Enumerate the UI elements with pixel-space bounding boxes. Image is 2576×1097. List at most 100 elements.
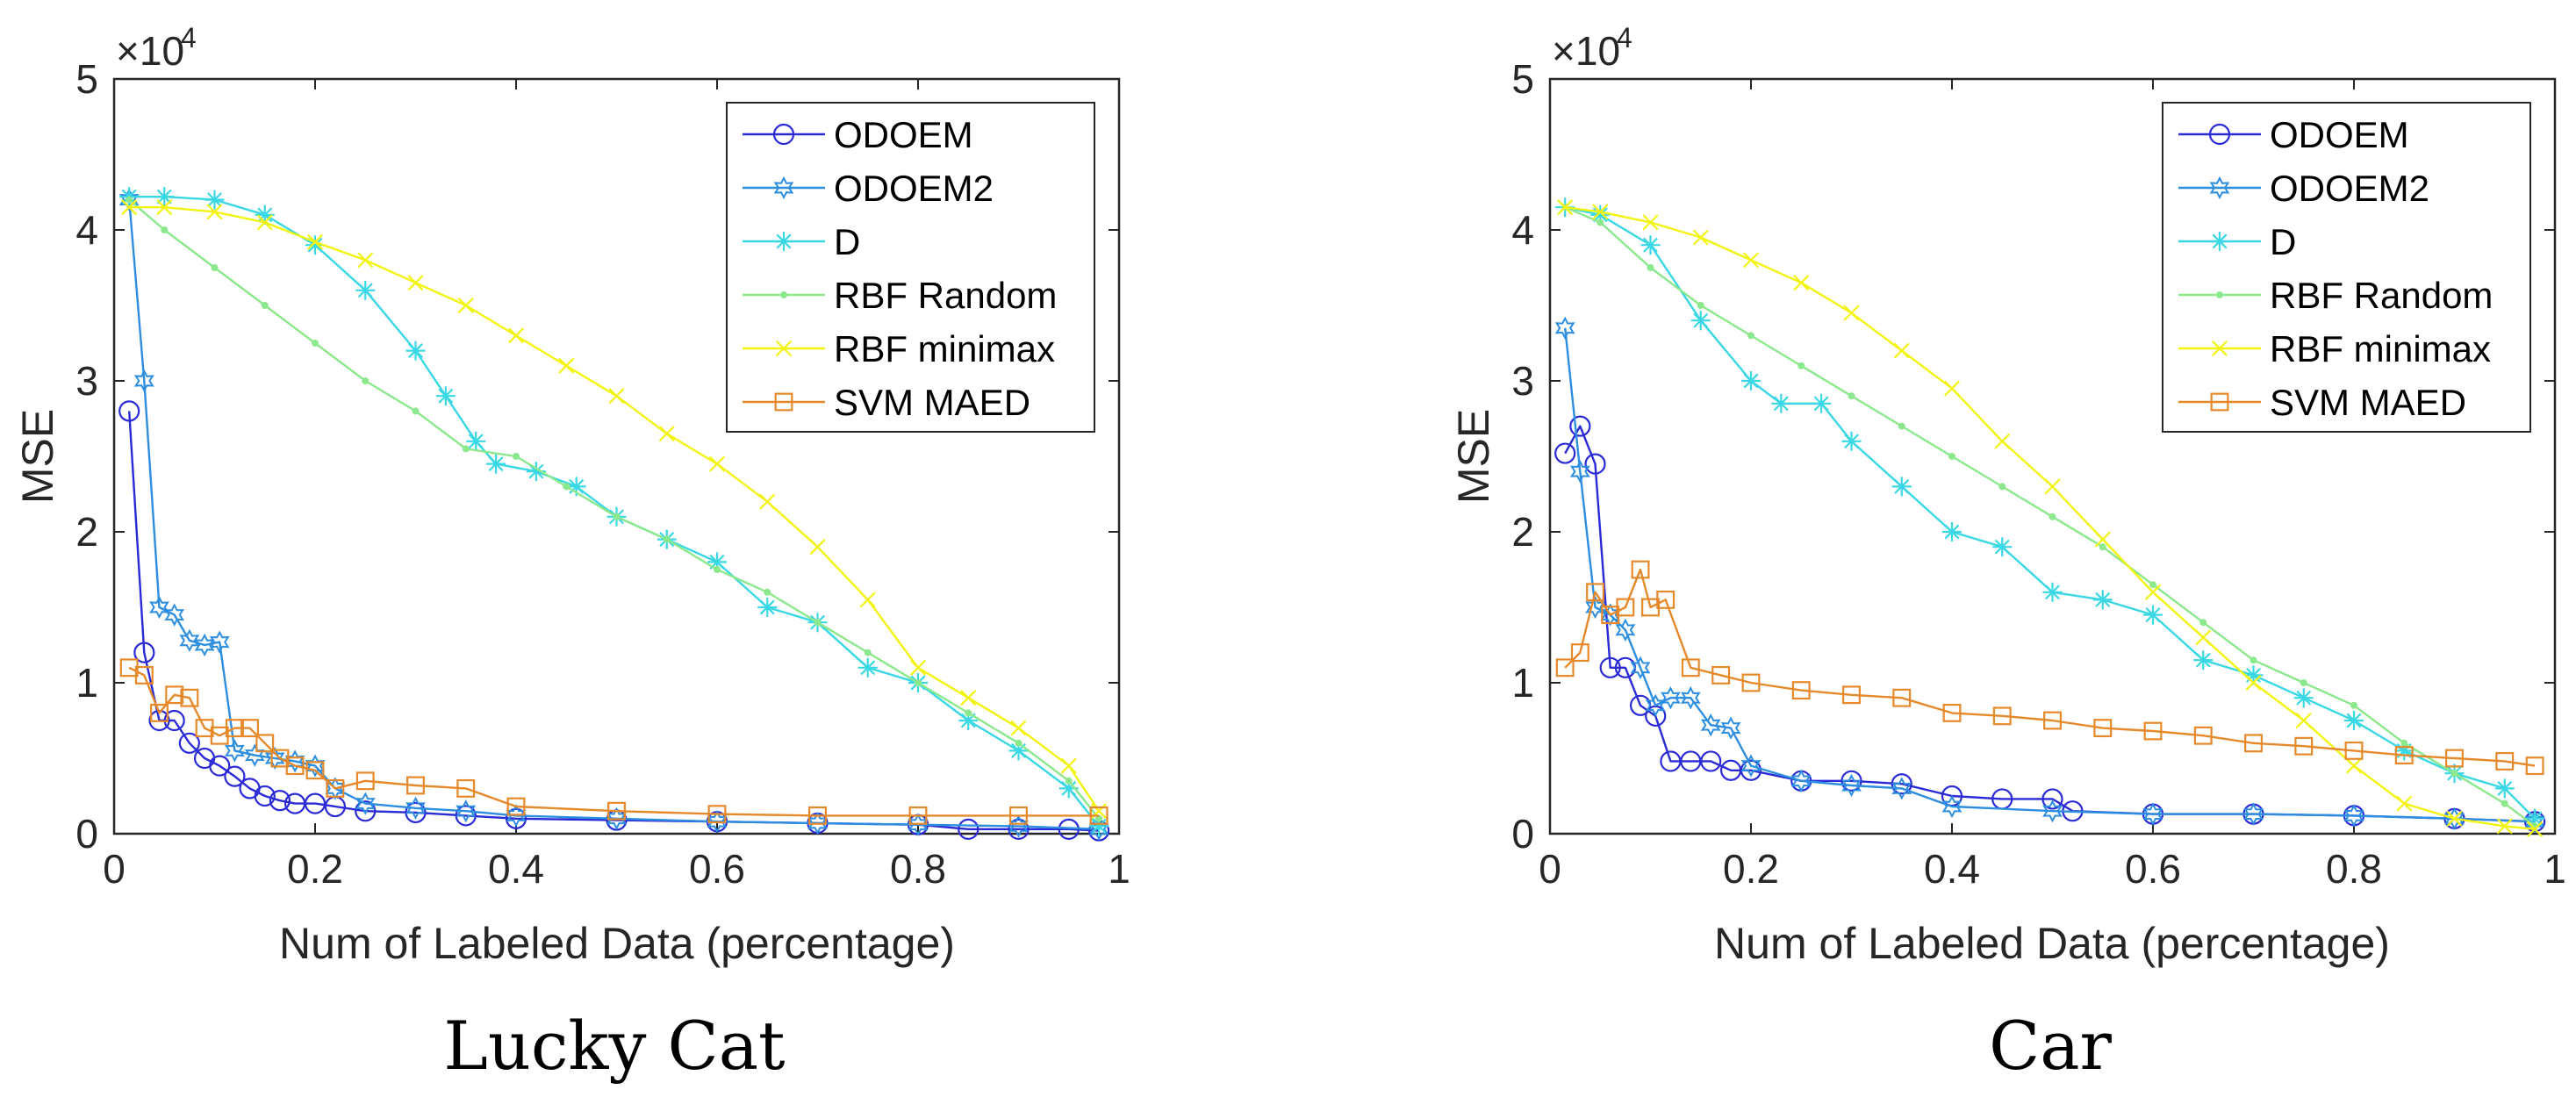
data-point xyxy=(566,477,586,497)
x-tick-label: 0.8 xyxy=(2326,846,2382,892)
data-point xyxy=(1898,422,1905,430)
data-point xyxy=(2396,795,2413,812)
data-point xyxy=(486,454,506,474)
data-point xyxy=(2300,679,2307,686)
data-point xyxy=(133,369,154,393)
data-point xyxy=(304,792,326,814)
data-point xyxy=(814,619,822,627)
data-point xyxy=(1843,305,1860,321)
data-point xyxy=(2245,674,2262,692)
legend-label: ODOEM xyxy=(2270,114,2409,155)
data-point xyxy=(466,431,486,451)
data-point xyxy=(2495,751,2515,771)
data-point xyxy=(1711,665,1731,685)
data-point xyxy=(1680,686,1701,710)
x-tick-label: 0.2 xyxy=(287,846,343,892)
x-tick-label: 1 xyxy=(1108,846,1130,892)
data-point xyxy=(1058,778,1079,799)
series-d xyxy=(119,187,1109,836)
data-point xyxy=(1647,264,1654,271)
legend-marker xyxy=(2210,392,2229,412)
data-point xyxy=(457,297,474,314)
data-point xyxy=(405,801,427,824)
data-point xyxy=(462,445,470,453)
y-tick-label: 1 xyxy=(1511,660,1534,706)
data-point xyxy=(1557,199,1574,216)
legend-item: SVM MAED xyxy=(743,382,1030,423)
data-point xyxy=(133,642,155,663)
data-point xyxy=(355,800,377,822)
data-point xyxy=(1015,739,1023,747)
series-line xyxy=(1564,568,2536,767)
data-point xyxy=(1742,252,1760,269)
legend-item: D xyxy=(2178,221,2296,262)
data-point xyxy=(178,732,200,754)
data-point xyxy=(1599,656,1621,678)
data-point xyxy=(1681,658,1700,678)
data-point xyxy=(224,765,246,787)
data-point xyxy=(2400,739,2408,747)
data-point xyxy=(764,588,771,596)
data-point xyxy=(1586,583,1604,602)
data-point xyxy=(156,199,173,216)
data-point xyxy=(206,204,223,220)
data-point xyxy=(1009,806,1028,825)
data-point xyxy=(1692,229,1709,246)
data-point xyxy=(2099,543,2106,551)
data-point xyxy=(2049,513,2056,520)
data-point xyxy=(965,709,972,717)
data-point xyxy=(1569,415,1591,437)
data-point xyxy=(1661,686,1681,710)
data-point xyxy=(1740,754,1762,778)
data-point xyxy=(240,719,260,738)
legend-item: SVM MAED xyxy=(2178,382,2466,423)
data-point xyxy=(456,778,476,798)
data-point xyxy=(809,539,826,556)
data-point xyxy=(909,659,927,676)
data-point xyxy=(1690,311,1711,331)
data-point xyxy=(1741,371,1761,391)
data-point xyxy=(2450,770,2458,778)
data-point xyxy=(1631,560,1650,579)
data-point xyxy=(1554,442,1576,464)
data-point xyxy=(1893,342,1910,359)
legend-item: ODOEM2 xyxy=(2178,168,2429,209)
data-point xyxy=(2244,734,2263,753)
data-point xyxy=(2149,581,2156,589)
data-point xyxy=(1592,204,1609,220)
data-point xyxy=(2293,688,2314,708)
data-point xyxy=(362,377,370,384)
series-rbf-minimax xyxy=(1557,199,2544,837)
data-point xyxy=(958,711,979,730)
legend-marker xyxy=(2209,176,2230,200)
legend-label: RBF minimax xyxy=(2270,328,2491,369)
plot-area xyxy=(1554,197,2546,837)
legend-marker xyxy=(2216,291,2223,298)
data-point xyxy=(759,493,776,510)
data-point xyxy=(1943,380,1961,397)
legend-marker xyxy=(774,392,793,412)
y-tick-label: 3 xyxy=(1511,358,1534,404)
data-point xyxy=(2195,629,2212,646)
axis-ticks: 0 0.2 0.4 0.6 0.8 1 0 1 2 3 4 5 xyxy=(75,56,1130,892)
data-point xyxy=(1630,656,1651,679)
data-point xyxy=(563,483,570,491)
data-point xyxy=(255,734,275,753)
data-point xyxy=(507,327,525,344)
x-tick-label: 0.8 xyxy=(890,846,946,892)
x-tick-label: 0.2 xyxy=(1723,846,1779,892)
y-tick-label: 1 xyxy=(75,660,98,706)
chart-lucky-cat: 0 0.2 0.4 0.6 0.8 1 0 1 2 3 4 5 ×10 4 MSE Num of La… xyxy=(13,22,1130,1085)
data-point xyxy=(1948,453,1955,460)
y-tick-label: 4 xyxy=(75,207,98,253)
legend-label: SVM MAED xyxy=(2270,382,2466,423)
data-point xyxy=(1842,685,1861,705)
data-point xyxy=(284,749,305,773)
data-point xyxy=(2142,802,2163,826)
data-point xyxy=(1841,431,1862,451)
data-point xyxy=(2294,736,2314,756)
y-exponent-power: 4 xyxy=(1617,22,1632,54)
data-point xyxy=(1585,595,1605,620)
legend-marker xyxy=(2210,232,2229,251)
